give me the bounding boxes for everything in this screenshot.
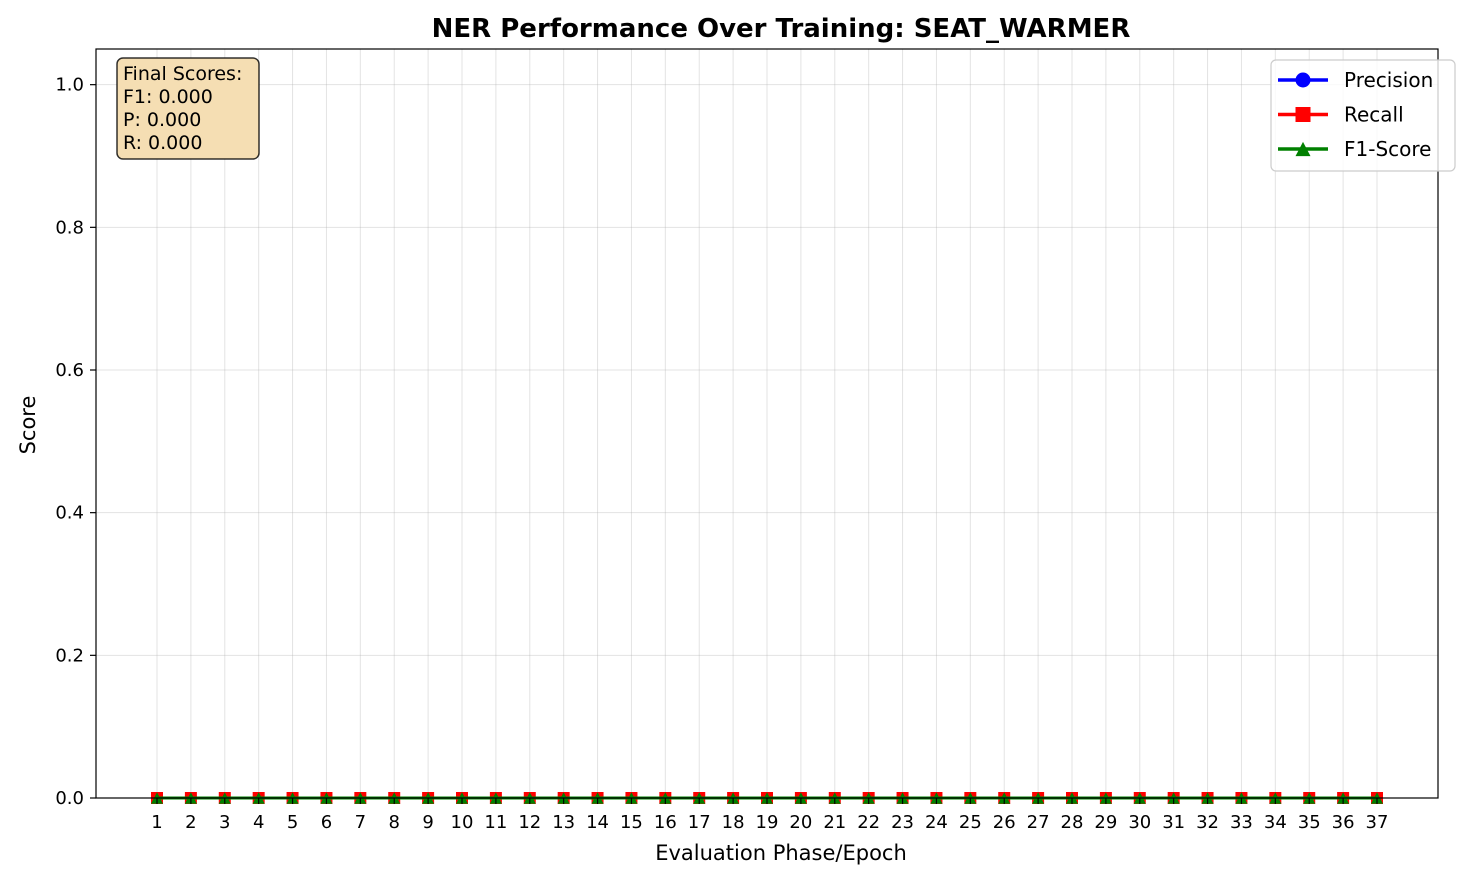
legend-label: Precision [1344,68,1433,92]
final-recall-line: R: 0.000 [123,132,202,154]
final-scores-line: Final Scores: [123,63,242,85]
x-tick-label: 18 [722,812,745,833]
final-scores-box [116,57,260,160]
final-scores-annotation: Final Scores: F1: 0.000 P: 0.000 R: 0.00… [116,57,260,160]
x-tick-label: 2 [185,812,196,833]
legend: Precision Recall F1-Score [1270,59,1456,172]
x-tick-label: 34 [1264,812,1287,833]
x-tick-label: 30 [1128,812,1151,833]
x-tick-label: 31 [1162,812,1185,833]
legend-box [1270,59,1456,172]
x-tick-label: 6 [321,812,332,833]
x-tick-label: 23 [891,812,914,833]
y-tick-label: 0.0 [55,788,84,809]
x-tick-label: 27 [1027,812,1050,833]
y-tick-label: 0.6 [55,360,84,381]
x-tick-label: 33 [1230,812,1253,833]
x-tick-label: 11 [484,812,507,833]
legend-marker [1295,107,1311,122]
x-tick-label: 26 [993,812,1016,833]
x-tick-label: 25 [959,812,982,833]
x-tick-label: 7 [355,812,366,833]
x-axis-label: Evaluation Phase/Epoch [655,841,907,865]
x-tick-label: 1 [151,812,162,833]
y-tick-label: 0.8 [55,217,84,238]
y-tick-label: 0.2 [55,645,84,666]
x-tick-label: 10 [451,812,474,833]
y-tick-label: 0.4 [55,503,84,524]
legend-marker [1295,72,1311,88]
x-tick-label: 15 [620,812,643,833]
chart-title: NER Performance Over Training: SEAT_WARM… [432,14,1131,44]
x-tick-label: 17 [688,812,711,833]
x-tick-label: 24 [925,812,948,833]
x-tick-label: 14 [586,812,609,833]
x-tick-label: 4 [253,812,264,833]
x-tick-label: 5 [287,812,298,833]
y-tick-label: 1.0 [55,75,84,96]
x-tick-label: 19 [756,812,779,833]
x-tick-label: 13 [552,812,575,833]
legend-marker [1295,141,1311,157]
y-axis-label: Score [16,396,40,455]
x-tick-label: 8 [388,812,399,833]
x-tick-label: 3 [219,812,230,833]
x-tick-label: 21 [823,812,846,833]
x-tick-label: 12 [518,812,541,833]
grid [96,49,1438,799]
final-precision-line: P: 0.000 [123,109,201,131]
x-tick-label: 35 [1298,812,1321,833]
axis-ticks: 0.00.20.40.60.81.01 2 3 4 5 6 7 8 9 10 11 12 13 14 15 1… [55,75,1388,833]
x-tick-label: 36 [1332,812,1355,833]
x-tick-label: 22 [857,812,880,833]
legend-label: Recall [1344,103,1404,127]
legend-entry-precision: Precision [1278,68,1433,92]
legend-entry-recall: Recall [1278,103,1404,127]
x-tick-label: 9 [422,812,433,833]
x-tick-label: 32 [1196,812,1219,833]
x-tick-label: 28 [1061,812,1084,833]
final-f1-line: F1: 0.000 [123,86,213,108]
x-tick-label: 29 [1094,812,1117,833]
x-tick-label: 20 [789,812,812,833]
x-tick-label: 16 [654,812,677,833]
x-tick-label: 37 [1366,812,1389,833]
legend-entry-f1-score: F1-Score [1278,137,1431,161]
legend-label: F1-Score [1344,137,1431,161]
